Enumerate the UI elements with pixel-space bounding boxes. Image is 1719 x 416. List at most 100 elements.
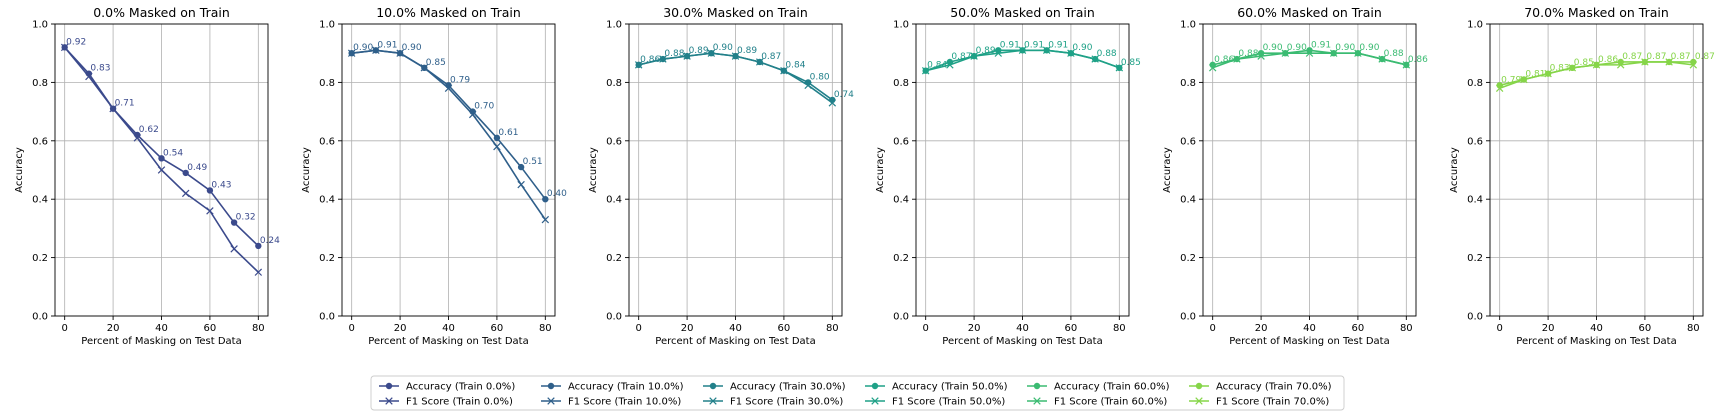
f1-point-stroke — [444, 84, 453, 92]
f1-point — [1689, 61, 1698, 69]
y-tick-label: 0.2 — [32, 253, 48, 264]
y-axis-label: Accuracy — [1162, 147, 1173, 193]
y-tick-label: 0.0 — [319, 312, 335, 323]
x-tick-label: 80 — [826, 323, 839, 334]
y-tick-label: 0.4 — [893, 195, 909, 206]
data-label: 0.81 — [1525, 69, 1545, 79]
y-tick-label: 0.4 — [319, 195, 335, 206]
legend-label: Accuracy (Train 10.0%) — [568, 382, 684, 393]
data-label: 0.90 — [1335, 43, 1355, 53]
data-label: 0.62 — [139, 125, 159, 135]
data-label: 0.91 — [1311, 40, 1331, 50]
data-label: 0.24 — [260, 236, 280, 246]
f1-point-stroke — [1592, 61, 1601, 69]
y-tick-label: 0.0 — [606, 312, 622, 323]
legend-item: Accuracy (Train 30.0%) — [703, 382, 846, 393]
y-tick-label: 1.0 — [606, 20, 622, 31]
legend-item: F1 Score (Train 10.0%) — [541, 397, 681, 408]
data-label: 0.92 — [66, 37, 86, 47]
accuracy-point — [158, 155, 165, 162]
f1-point-stroke — [1354, 49, 1362, 57]
x-tick-label: 80 — [539, 323, 552, 334]
data-label: 0.84 — [927, 61, 947, 71]
data-label: 0.85 — [426, 58, 446, 68]
f1-point-stroke — [396, 49, 404, 57]
data-label: 0.32 — [236, 213, 256, 223]
x-tick-label: 60 — [1639, 323, 1652, 334]
f1-point-stroke — [517, 180, 525, 189]
x-tick-label: 40 — [1016, 323, 1029, 334]
data-label: 0.79 — [450, 75, 470, 85]
f1-point-stroke — [707, 49, 716, 57]
f1-point-stroke — [1042, 46, 1051, 55]
panel-1: 0 20 40 60 80 0.0 0.2 0.4 0.6 0.8 1.0 10.0% Masked … — [301, 5, 567, 347]
f1-point — [1329, 49, 1338, 57]
accuracy-point — [542, 196, 549, 203]
f1-point — [206, 207, 214, 215]
f1-point — [1281, 49, 1290, 57]
data-label: 0.89 — [689, 46, 709, 56]
data-label: 0.88 — [1097, 49, 1117, 59]
f1-point — [347, 49, 356, 57]
y-tick-label: 1.0 — [1180, 20, 1196, 31]
f1-point — [1641, 58, 1649, 66]
f1-point — [1544, 69, 1552, 78]
f1-point — [1592, 61, 1601, 69]
legend-marker-x — [1033, 397, 1041, 405]
x-axis-label: Percent of Masking on Test Data — [368, 336, 528, 347]
f1-point-stroke — [804, 81, 812, 90]
x-tick-label: 0 — [1496, 323, 1502, 334]
x-tick-label: 0 — [1209, 323, 1215, 334]
legend-box — [370, 375, 1345, 411]
f1-point-stroke — [541, 215, 550, 224]
x-tick-label: 40 — [442, 323, 455, 334]
panel-title: 10.0% Masked on Train — [376, 5, 521, 20]
f1-point-stroke — [230, 245, 238, 253]
f1-point-stroke — [780, 66, 788, 75]
panel-title: 0.0% Masked on Train — [93, 5, 230, 20]
x-tick-label: 20 — [1542, 323, 1555, 334]
y-tick-label: 0.6 — [1467, 136, 1483, 147]
x-axis-label: Percent of Masking on Test Data — [655, 336, 815, 347]
f1-point — [731, 52, 740, 60]
y-tick-label: 0.2 — [1180, 253, 1196, 264]
legend-marker-x — [547, 397, 555, 405]
legend-label: Accuracy (Train 50.0%) — [892, 382, 1008, 393]
f1-point — [1042, 46, 1051, 55]
data-label: 0.87 — [951, 52, 971, 62]
f1-point-stroke — [921, 66, 930, 75]
f1-point — [1305, 49, 1314, 57]
y-tick-label: 0.0 — [1180, 312, 1196, 323]
data-label: 0.90 — [1263, 43, 1283, 53]
legend-item: F1 Score (Train 0.0%) — [379, 397, 513, 408]
data-label: 0.90 — [713, 43, 733, 53]
x-tick-label: 0 — [61, 323, 67, 334]
data-label: 0.87 — [1695, 52, 1715, 62]
f1-point — [634, 61, 643, 69]
x-tick-label: 20 — [681, 323, 694, 334]
data-label: 0.86 — [1408, 55, 1428, 65]
f1-point-stroke — [420, 64, 429, 72]
f1-point-stroke — [60, 43, 69, 52]
y-tick-label: 0.8 — [606, 78, 622, 89]
y-axis-label: Accuracy — [875, 147, 886, 193]
f1-point — [1378, 55, 1386, 63]
f1-point — [755, 58, 764, 66]
data-label: 0.88 — [664, 49, 684, 59]
f1-point-stroke — [1067, 49, 1075, 57]
f1-point — [1568, 64, 1577, 72]
legend-marker-circle — [547, 382, 555, 390]
panel-title: 70.0% Masked on Train — [1524, 5, 1669, 20]
y-axis-label: Accuracy — [301, 147, 312, 193]
panels: 0 20 40 60 80 0.0 0.2 0.4 0.6 0.8 1.0 0.0% Masked o… — [14, 5, 1715, 347]
panel-title: 30.0% Masked on Train — [663, 5, 808, 20]
legend: Accuracy (Train 0.0%) F1 Score (Train 0.0… — [370, 375, 1345, 411]
data-label: 0.90 — [1359, 43, 1379, 53]
f1-point — [60, 43, 69, 52]
x-tick-label: 60 — [204, 323, 217, 334]
f1-point — [1616, 61, 1625, 69]
y-tick-label: 0.2 — [893, 253, 909, 264]
f1-point-stroke — [1378, 55, 1386, 63]
legend-marker-circle — [1195, 382, 1203, 390]
